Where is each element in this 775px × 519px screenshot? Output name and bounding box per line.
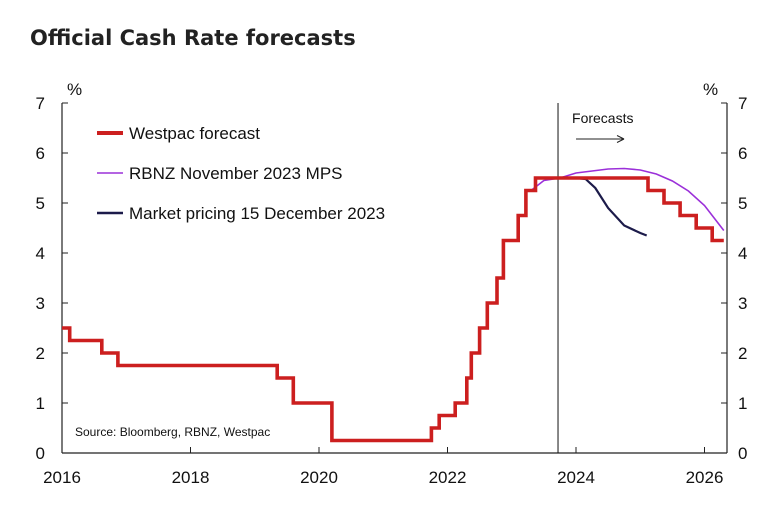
x-tick-label: 2024 <box>557 468 595 487</box>
y-tick-label-left: 3 <box>36 294 45 313</box>
x-tick-label: 2022 <box>429 468 467 487</box>
y-tick-label-right: 6 <box>738 144 747 163</box>
y-axis-unit-right: % <box>703 80 718 99</box>
x-tick-label: 2020 <box>300 468 338 487</box>
y-tick-label-left: 7 <box>36 94 45 113</box>
series-line-westpac <box>62 176 724 443</box>
chart-title: Official Cash Rate forecasts <box>30 26 356 50</box>
forecast-arrow-head <box>616 135 625 143</box>
y-tick-label-left: 1 <box>36 394 45 413</box>
legend: Westpac forecast RBNZ November 2023 MPS Ma… <box>97 124 385 223</box>
y-axis-unit-left: % <box>67 80 82 99</box>
y-tick-label-left: 6 <box>36 144 45 163</box>
y-tick-label-right: 5 <box>738 194 747 213</box>
series-layer <box>62 167 725 443</box>
y-tick-label-left: 0 <box>36 444 45 463</box>
y-tick-label-left: 4 <box>36 244 45 263</box>
y-tick-label-right: 3 <box>738 294 747 313</box>
legend-label: Westpac forecast <box>129 124 260 143</box>
plot-area: 0 0 1 1 2 2 3 3 4 4 5 5 6 6 7 7 2016 2018 2020 2022 2024 2026 <box>36 94 748 487</box>
legend-label: RBNZ November 2023 MPS <box>129 164 343 183</box>
y-tick-label-right: 7 <box>738 94 747 113</box>
x-tick-label: 2018 <box>172 468 210 487</box>
x-tick-label: 2016 <box>43 468 81 487</box>
y-tick-label-right: 4 <box>738 244 747 263</box>
series-line-market <box>558 176 648 237</box>
y-tick-label-right: 2 <box>738 344 747 363</box>
source-note: Source: Bloomberg, RBNZ, Westpac <box>75 425 270 439</box>
y-tick-label-right: 1 <box>738 394 747 413</box>
y-tick-label-left: 2 <box>36 344 45 363</box>
forecast-label: Forecasts <box>572 110 633 126</box>
x-tick-label: 2026 <box>686 468 724 487</box>
y-tick-label-right: 0 <box>738 444 747 463</box>
legend-label: Market pricing 15 December 2023 <box>129 204 385 223</box>
y-tick-label-left: 5 <box>36 194 45 213</box>
